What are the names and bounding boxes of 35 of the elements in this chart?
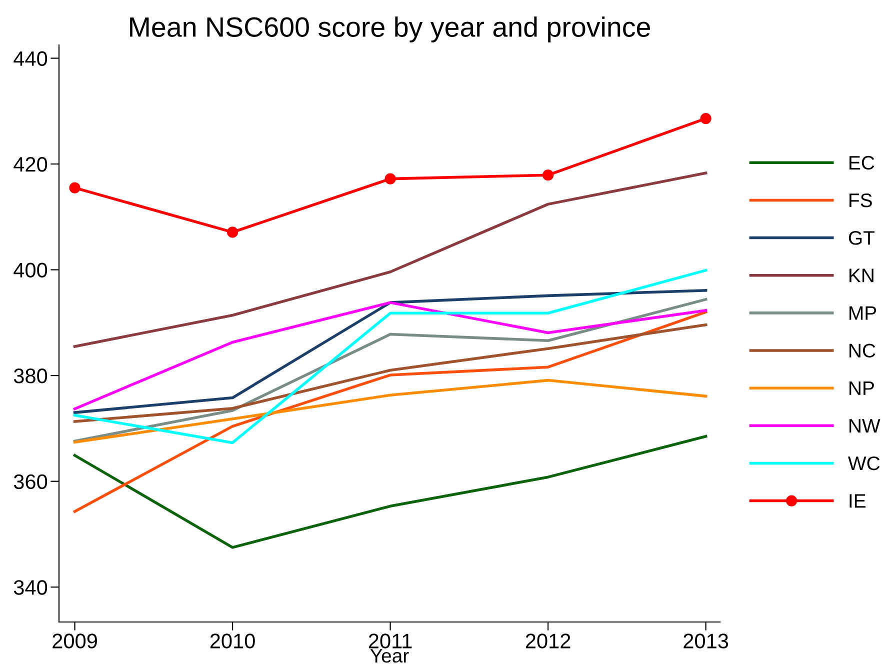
- legend-label: NW: [850, 419, 880, 432]
- legend-label: NC: [850, 344, 876, 358]
- legend-label: MP: [850, 306, 876, 320]
- line-series: [73, 172, 708, 348]
- point: [384, 173, 396, 184]
- x-tick-label: 2011: [368, 634, 412, 648]
- legend-label: IE: [850, 494, 866, 508]
- y-tick-label: 420: [14, 157, 48, 172]
- line-series: [73, 378, 708, 444]
- point: [226, 226, 238, 238]
- x-tick-label: 2009: [52, 634, 97, 648]
- line-series: [73, 434, 708, 549]
- legend-label: EC: [850, 156, 874, 170]
- x-axis-title: Year: [370, 649, 409, 663]
- line-series: [73, 323, 708, 423]
- x-tick-label: 2010: [210, 634, 255, 648]
- line-series: [73, 268, 708, 444]
- point: [542, 170, 554, 181]
- chart-title: Mean NSC600 score by year and province: [130, 16, 650, 42]
- y-tick-label: 340: [14, 580, 48, 595]
- legend-label: NP: [850, 382, 874, 395]
- y-tick-label: 400: [14, 262, 48, 278]
- y-tick-label: 360: [14, 474, 48, 490]
- point: [69, 182, 80, 194]
- x-tick-label: 2013: [684, 634, 728, 648]
- line-series: [73, 310, 708, 513]
- line-series: [73, 298, 708, 443]
- legend-label: KN: [850, 268, 874, 282]
- legend-label: GT: [848, 231, 874, 245]
- x-tick-label: 2012: [526, 634, 570, 648]
- legend-label: WC: [848, 456, 880, 470]
- legend-label: FS: [850, 193, 872, 208]
- y-tick-label: 380: [14, 368, 48, 384]
- point: [700, 112, 712, 124]
- y-tick-label: 440: [14, 51, 48, 66]
